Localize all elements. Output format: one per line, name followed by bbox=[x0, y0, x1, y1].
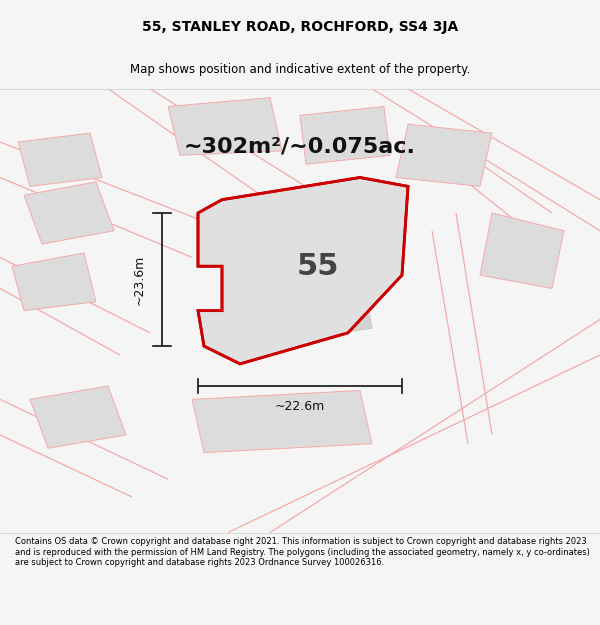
Text: Contains OS data © Crown copyright and database right 2021. This information is : Contains OS data © Crown copyright and d… bbox=[15, 537, 590, 567]
Polygon shape bbox=[198, 177, 408, 364]
Polygon shape bbox=[24, 182, 114, 244]
Polygon shape bbox=[396, 124, 492, 186]
Text: 55, STANLEY ROAD, ROCHFORD, SS4 3JA: 55, STANLEY ROAD, ROCHFORD, SS4 3JA bbox=[142, 19, 458, 34]
Polygon shape bbox=[18, 133, 102, 186]
Text: 55: 55 bbox=[297, 252, 339, 281]
Polygon shape bbox=[30, 386, 126, 448]
Text: ~23.6m: ~23.6m bbox=[133, 254, 146, 304]
Polygon shape bbox=[228, 258, 372, 346]
Text: ~22.6m: ~22.6m bbox=[275, 399, 325, 412]
Text: Map shows position and indicative extent of the property.: Map shows position and indicative extent… bbox=[130, 62, 470, 76]
Polygon shape bbox=[12, 253, 96, 311]
Polygon shape bbox=[192, 391, 372, 452]
Polygon shape bbox=[300, 106, 390, 164]
Polygon shape bbox=[480, 213, 564, 289]
Polygon shape bbox=[216, 186, 360, 275]
Polygon shape bbox=[168, 98, 282, 155]
Text: ~302m²/~0.075ac.: ~302m²/~0.075ac. bbox=[184, 136, 416, 156]
